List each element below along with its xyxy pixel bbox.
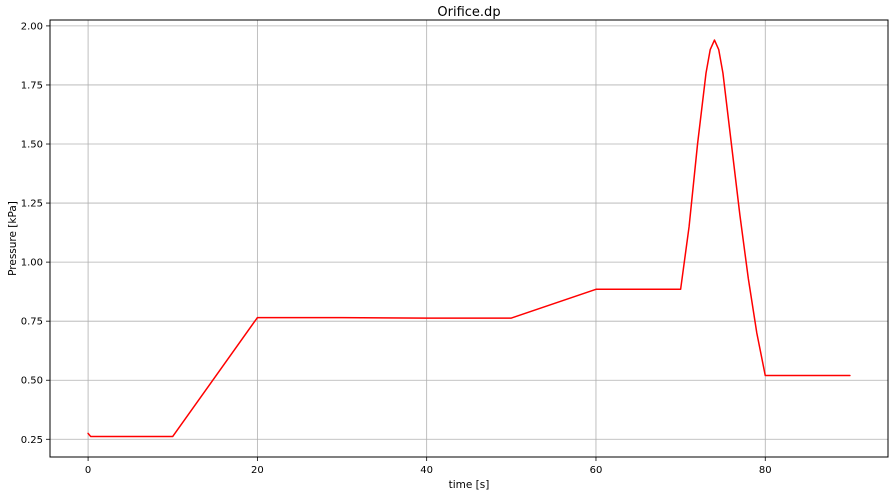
plot-area-frame [49,19,889,458]
x-tick-label: 80 [759,465,772,476]
y-axis-label: Pressure [kPa] [7,201,19,276]
series-line-orifice-dp [87,39,851,438]
y-gridlines [50,25,888,440]
x-tick-label: 40 [420,465,433,476]
y-tick-label: 0.75 [21,317,43,328]
x-gridlines [87,20,766,457]
x-axis-ticks: 0 20 40 60 80 [85,457,772,476]
y-tick-label: 1.75 [21,80,43,91]
y-tick-label: 1.25 [21,199,43,210]
y-tick-label: 1.00 [21,258,43,269]
chart-title: Orifice.dp [437,5,500,20]
x-tick-label: 20 [251,465,264,476]
y-tick-label: 0.50 [21,376,43,387]
y-tick-label: 1.50 [21,140,43,151]
x-tick-label: 0 [85,465,91,476]
y-tick-label: 2.00 [21,21,43,32]
x-axis-label: time [s] [449,479,490,491]
y-axis-ticks: 0.25 0.50 0.75 1.00 1.25 1.50 1.75 2.00 [21,21,50,446]
y-tick-label: 0.25 [21,435,43,446]
x-tick-label: 60 [590,465,603,476]
